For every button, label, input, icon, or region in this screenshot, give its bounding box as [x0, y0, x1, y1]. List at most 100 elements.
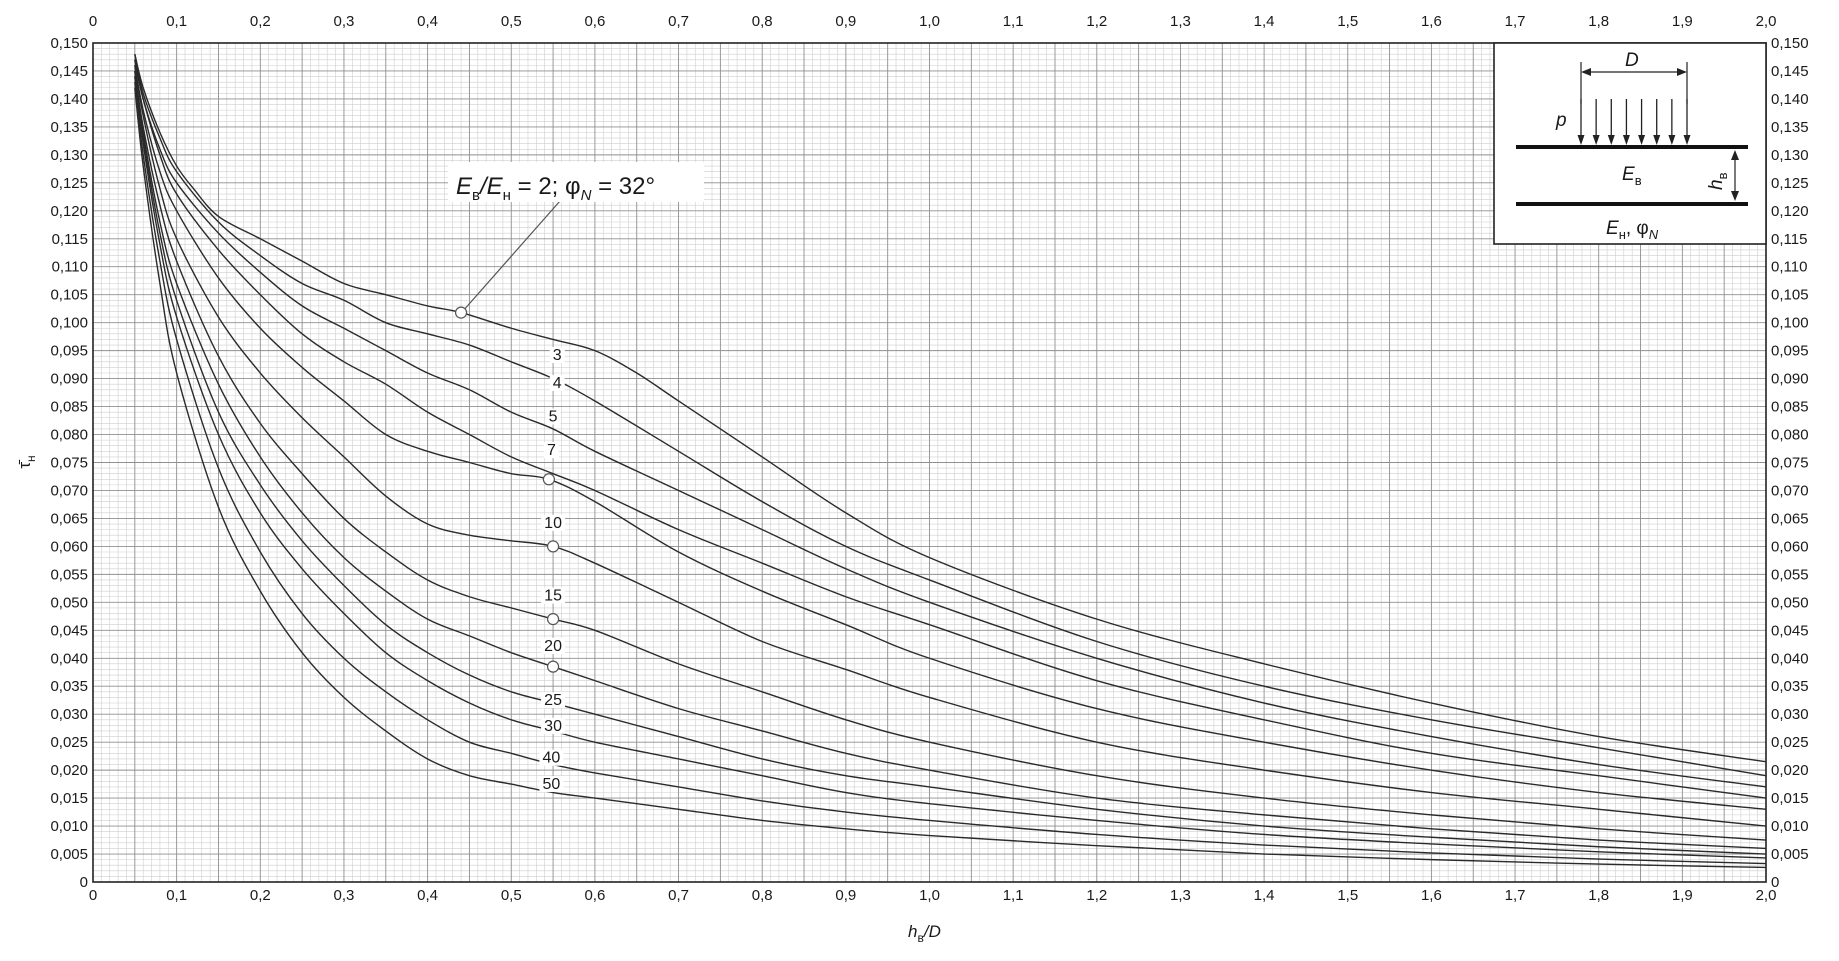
y-tick-label-left: 0,145	[50, 63, 88, 80]
x-tick-label-top: 1,1	[1003, 13, 1024, 30]
curve-line-2	[134, 54, 1767, 763]
curve-label-3: 3	[553, 347, 562, 364]
load-width-dimension	[1580, 62, 1688, 104]
x-tick-label-bottom: 1,1	[1003, 887, 1024, 904]
y-tick-label-right: 0,050	[1771, 594, 1809, 611]
y-tick-label-left: 0	[80, 874, 88, 891]
y-tick-label-right: 0,080	[1771, 427, 1809, 444]
y-tick-label-right: 0,025	[1771, 734, 1809, 751]
y-tick-label-right: 0,005	[1771, 846, 1809, 863]
y-tick-label-left: 0,140	[50, 91, 88, 108]
curve-label-15: 15	[544, 588, 562, 605]
x-tick-label-top: 0,6	[584, 13, 605, 30]
y-tick-label-left: 0,050	[50, 594, 88, 611]
curve-line-50	[134, 87, 1767, 869]
y-tick-label-left: 0,065	[50, 510, 88, 527]
y-tick-label-right: 0,065	[1771, 510, 1809, 527]
curve-label-backing	[549, 347, 565, 364]
y-tick-label-right: 0,070	[1771, 482, 1809, 499]
x-tick-label-bottom: 2,0	[1756, 887, 1777, 904]
curve-marker	[454, 306, 468, 319]
load-arrow-head	[1653, 135, 1661, 145]
curve-label-backing	[541, 514, 566, 531]
y-tick-label-left: 0,025	[50, 734, 88, 751]
load-arrow-head	[1668, 135, 1676, 145]
x-tick-label-top: 1,3	[1170, 13, 1191, 30]
inset-label-d: D	[1625, 50, 1639, 71]
y-tick-label-right: 0,150	[1771, 35, 1809, 52]
y-tick-label-left: 0,080	[50, 427, 88, 444]
curve-line-10	[134, 65, 1767, 827]
y-tick-label-right: 0,140	[1771, 91, 1809, 108]
load-arrow-head	[1683, 135, 1691, 145]
x-tick-label-top: 1,9	[1672, 13, 1693, 30]
curve-label-backing	[541, 717, 566, 734]
x-tick-label-top: 1,4	[1254, 13, 1275, 30]
y-tick-label-right: 0,010	[1771, 818, 1809, 835]
axis-ticks: 000,10,10,20,20,30,30,40,40,50,50,60,60,…	[50, 13, 1808, 904]
curve-group	[134, 54, 1767, 869]
curve-line-7	[134, 65, 1767, 810]
y-tick-label-right: 0,030	[1771, 706, 1809, 723]
x-tick-label-bottom: 1,8	[1588, 887, 1609, 904]
y-tick-label-left: 0,060	[50, 538, 88, 555]
y-tick-label-left: 0,125	[50, 175, 88, 192]
x-tick-label-bottom: 0,4	[417, 887, 438, 904]
y-axis-label: τ̄н	[15, 455, 38, 468]
y-tick-label-right: 0,040	[1771, 650, 1809, 667]
x-tick-label-bottom: 1,4	[1254, 887, 1275, 904]
inset-label-lower-layer: Eн, φN	[1606, 218, 1659, 242]
curve-label-30: 30	[544, 718, 562, 735]
y-tick-label-left: 0,045	[50, 622, 88, 639]
y-tick-label-right: 0,130	[1771, 147, 1809, 164]
x-tick-label-bottom: 1,5	[1337, 887, 1358, 904]
x-tick-label-bottom: 1,9	[1672, 887, 1693, 904]
x-tick-label-bottom: 0,9	[835, 887, 856, 904]
curve-marker	[546, 660, 560, 673]
y-tick-label-right: 0	[1771, 874, 1779, 891]
annotation-box	[448, 162, 704, 202]
load-arrows	[1577, 99, 1691, 145]
y-tick-label-right: 0,055	[1771, 566, 1809, 583]
y-tick-label-right: 0,045	[1771, 622, 1809, 639]
y-tick-label-right: 0,135	[1771, 119, 1809, 136]
y-tick-label-right: 0,035	[1771, 678, 1809, 695]
curve-line-5	[134, 59, 1767, 799]
x-tick-label-bottom: 1,0	[919, 887, 940, 904]
curve-label-7: 7	[547, 442, 556, 459]
x-tick-label-bottom: 0	[89, 887, 97, 904]
x-tick-label-bottom: 0,1	[166, 887, 187, 904]
x-tick-label-bottom: 0,2	[250, 887, 271, 904]
x-tick-label-bottom: 0,3	[334, 887, 355, 904]
x-tick-label-bottom: 0,8	[752, 887, 773, 904]
y-tick-label-left: 0,150	[50, 35, 88, 52]
y-tick-label-left: 0,070	[50, 482, 88, 499]
curve-label-10: 10	[544, 515, 562, 532]
y-tick-label-left: 0,135	[50, 119, 88, 136]
x-tick-label-top: 2,0	[1756, 13, 1777, 30]
load-arrow-head	[1622, 135, 1630, 145]
y-tick-label-left: 0,095	[50, 343, 88, 360]
curve-label-backing	[541, 637, 566, 654]
thickness-dimension	[1731, 150, 1739, 201]
y-tick-label-left: 0,030	[50, 706, 88, 723]
y-tick-label-left: 0,035	[50, 678, 88, 695]
x-tick-label-top: 0	[89, 13, 97, 30]
x-tick-label-top: 0,4	[417, 13, 438, 30]
x-tick-label-bottom: 0,5	[501, 887, 522, 904]
y-tick-label-right: 0,075	[1771, 455, 1809, 472]
x-tick-label-top: 1,6	[1421, 13, 1442, 30]
y-tick-label-left: 0,040	[50, 650, 88, 667]
inset-label-thickness: hв	[1706, 172, 1730, 190]
curve-label-25: 25	[544, 692, 562, 709]
curve-line-20	[134, 70, 1767, 850]
y-tick-label-right: 0,015	[1771, 790, 1809, 807]
plot-frame	[92, 42, 1767, 883]
y-tick-label-left: 0,100	[50, 315, 88, 332]
curve-label-50: 50	[543, 776, 561, 793]
y-tick-label-right: 0,020	[1771, 762, 1809, 779]
load-arrow-head	[1577, 135, 1585, 145]
marker-group	[454, 306, 560, 673]
